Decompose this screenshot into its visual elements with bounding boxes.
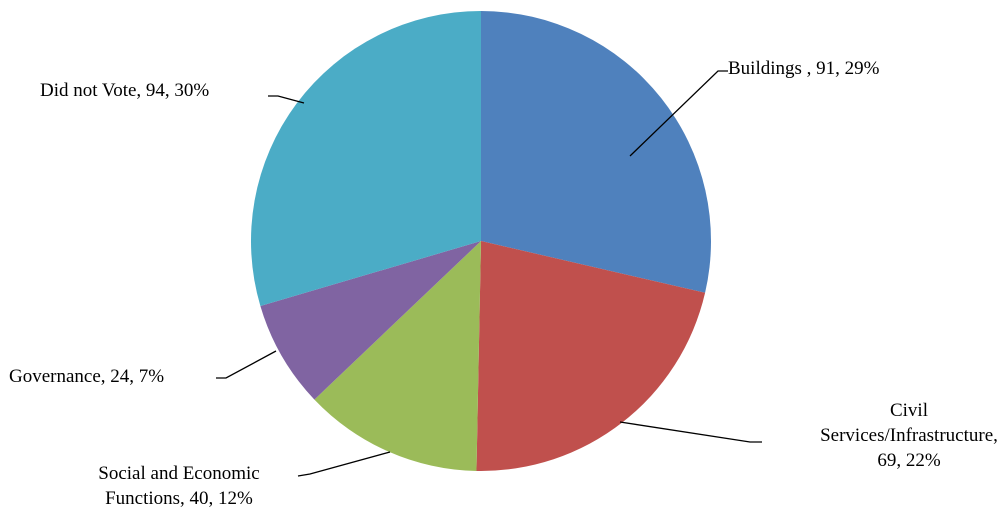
slice-label-governance: Governance, 24, 7%	[9, 366, 164, 387]
pie-slices	[251, 11, 711, 471]
slice-label-buildings: Buildings , 91, 29%	[728, 58, 880, 79]
leader-line-social-and-economic-functions	[298, 452, 390, 476]
slice-label-line: Buildings , 91, 29%	[728, 58, 880, 79]
leader-line-civil-services-infrastructure	[620, 422, 762, 442]
slice-label-line: Civil	[890, 400, 928, 421]
slice-label-line: Services/Infrastructure,	[820, 425, 998, 446]
slice-label-line: Social and Economic	[98, 463, 259, 484]
leader-line-did-not-vote	[268, 96, 304, 103]
slice-label-did-not-vote: Did not Vote, 94, 30%	[40, 80, 209, 101]
slice-label-line: Functions, 40, 12%	[105, 488, 253, 509]
slice-label-line: Governance, 24, 7%	[9, 366, 164, 387]
slice-label-line: 69, 22%	[877, 450, 941, 471]
slice-label-line: Did not Vote, 94, 30%	[40, 80, 209, 101]
leader-line-governance	[216, 351, 276, 378]
slice-label-social-and-economic-functions: Social and Economic Functions, 40, 12%	[98, 463, 259, 509]
slice-label-civil-services-infrastructure: Civil Services/Infrastructure, 69, 22%	[820, 400, 998, 471]
